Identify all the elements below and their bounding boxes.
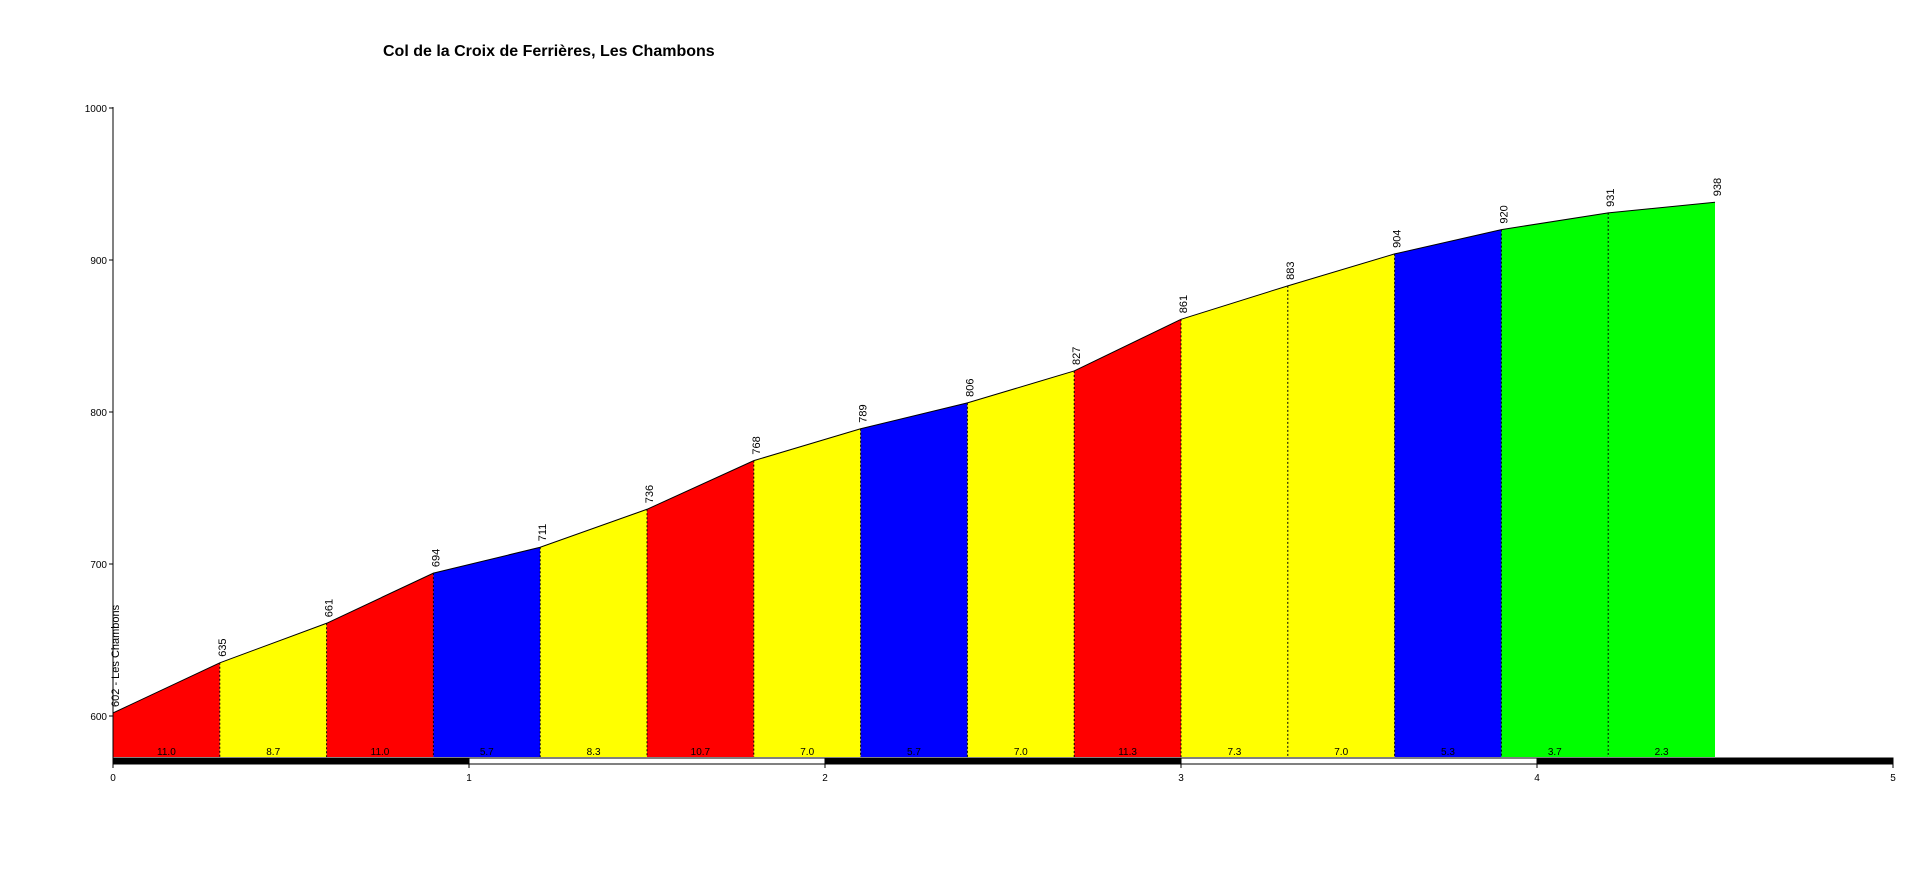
elevation-label: 827 — [1071, 347, 1083, 365]
distance-bar-segment — [824, 757, 1182, 765]
gradient-label: 7.3 — [1227, 747, 1241, 758]
distance-bar-segment — [1180, 757, 1538, 765]
gradient-label: 5.3 — [1441, 747, 1455, 758]
profile-segment-8 — [860, 402, 968, 757]
elevation-label: 938 — [1712, 178, 1724, 196]
gradient-label: 5.7 — [907, 747, 921, 758]
elevation-label: 635 — [217, 638, 229, 656]
elevation-label: 736 — [644, 485, 656, 503]
elevation-label: 861 — [1178, 295, 1190, 313]
chart-title: Col de la Croix de Ferrières, Les Chambo… — [383, 43, 715, 60]
profile-segment-5 — [540, 509, 647, 757]
y-tick-label: 1000 — [85, 104, 108, 115]
x-tick-label: 4 — [1534, 773, 1540, 784]
gradient-label: 7.0 — [1334, 747, 1348, 758]
profile-segment-1 — [113, 662, 220, 757]
distance-bar-segment — [468, 757, 826, 765]
profile-segment-12 — [1287, 253, 1395, 758]
gradient-label: 5.7 — [480, 747, 494, 758]
profile-segment-4 — [433, 547, 541, 757]
profile-segment-10 — [1074, 319, 1181, 757]
profile-segment-2 — [219, 623, 327, 757]
y-tick-label: 600 — [90, 712, 107, 723]
profile-segment-3 — [326, 573, 434, 757]
profile-line — [112, 201, 1716, 714]
profile-segment-9 — [967, 370, 1075, 757]
gradient-label: 8.3 — [587, 747, 601, 758]
elevation-label: 661 — [324, 599, 336, 617]
y-tick-label: 900 — [90, 256, 107, 267]
gradient-label: 11.3 — [1118, 747, 1137, 758]
x-tick-label: 2 — [822, 773, 828, 784]
y-tick-label: 700 — [90, 560, 107, 571]
profile-segment-6 — [647, 460, 754, 757]
y-tick-label: 800 — [90, 408, 107, 419]
elevation-label: 711 — [537, 524, 549, 542]
gradient-label: 2.3 — [1655, 747, 1669, 758]
elevation-label: 883 — [1285, 261, 1297, 279]
elevation-label: 920 — [1498, 205, 1510, 223]
start-label: 602 - Les Chambons — [110, 604, 122, 707]
gradient-label: 11.0 — [371, 747, 390, 758]
profile-segment-13 — [1394, 229, 1502, 758]
distance-bar-segment — [1536, 757, 1894, 765]
gradient-label: 3.7 — [1548, 747, 1562, 758]
profile-segment-15 — [1608, 202, 1715, 758]
elevation-label: 904 — [1392, 230, 1404, 248]
gradient-label: 8.7 — [266, 747, 280, 758]
elevation-label: 789 — [858, 404, 870, 422]
distance-bar-segment — [112, 757, 470, 765]
profile-segment-14 — [1501, 212, 1609, 757]
profile-segment-11 — [1181, 285, 1288, 757]
elevation-label: 806 — [964, 379, 976, 397]
elevation-label: 694 — [430, 549, 442, 567]
gradient-label: 11.0 — [157, 747, 176, 758]
x-tick-label: 5 — [1890, 773, 1896, 784]
gradient-label: 10.7 — [691, 747, 711, 758]
elevation-label: 931 — [1605, 189, 1617, 207]
x-tick-label: 0 — [110, 773, 116, 784]
x-tick-label: 3 — [1178, 773, 1184, 784]
gradient-label: 7.0 — [800, 747, 814, 758]
gradient-label: 7.0 — [1014, 747, 1028, 758]
x-tick-label: 1 — [466, 773, 472, 784]
elevation-label: 768 — [751, 436, 763, 454]
profile-segment-7 — [753, 428, 861, 757]
